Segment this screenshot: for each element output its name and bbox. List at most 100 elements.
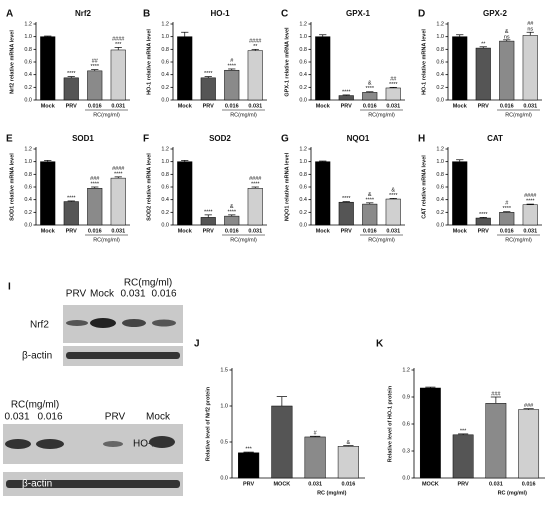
significance-label: ****: [389, 193, 398, 199]
y-tick-label: 0.0: [220, 475, 228, 481]
bar: [271, 405, 293, 479]
y-tick-label: 1.0: [24, 159, 32, 165]
x-tick-label: 0.016: [500, 103, 514, 109]
y-tick-label: 0.6: [436, 59, 444, 65]
y-tick-label: 0.9: [402, 394, 410, 400]
x-tick-label: 0.016: [88, 103, 102, 109]
chart-panel: A Nrf2 Nrf2 relative mRNA level 0.0 0.2 0.4 0.…: [6, 9, 130, 118]
y-tick-label: 1.0: [161, 159, 169, 165]
y-tick-label: 0.8: [436, 47, 444, 53]
y-tick-label: 0.4: [161, 197, 169, 203]
y-tick-label: 1.2: [161, 146, 169, 152]
y-tick-label: 1.0: [161, 34, 169, 40]
significance-label: ****: [342, 89, 351, 95]
y-tick-label: 0.8: [24, 47, 32, 53]
y-axis-label: HO-1 relative mRNA level: [146, 29, 152, 95]
chart-title: GPX-2: [483, 9, 508, 18]
y-tick-label: 0.2: [299, 85, 307, 91]
x-tick-label: Mock: [453, 228, 468, 234]
significance-label: ####: [249, 38, 262, 44]
y-tick-label: 1.2: [24, 21, 32, 27]
x-tick-label: 0.031: [523, 228, 537, 234]
y-axis-label: SOD2 relative mRNA level: [146, 153, 152, 221]
band: [103, 441, 123, 447]
y-tick-label: 0.6: [402, 421, 410, 427]
y-tick-label: 1.0: [299, 34, 307, 40]
y-tick-label: 0.8: [299, 172, 307, 178]
x-tick-label: 0.031: [386, 228, 400, 234]
x-tick-label: 0.016: [225, 103, 239, 109]
bar: [87, 70, 103, 101]
y-tick-label: 0.4: [161, 72, 169, 78]
y-tick-label: 0.0: [161, 222, 169, 228]
significance-label: &: [368, 192, 372, 198]
x-tick-label: 0.031: [248, 103, 262, 109]
chart-panel: K Relative level of HO-1 protein 0.0 0.3 0.6…: [376, 339, 545, 496]
significance-label: ###: [90, 176, 100, 182]
y-tick-label: 0.2: [24, 85, 32, 91]
bar: [238, 452, 260, 479]
bar: [452, 161, 468, 226]
y-tick-label: 0.6: [299, 59, 307, 65]
y-tick-label: 0.0: [161, 97, 169, 103]
y-tick-label: 0.2: [299, 210, 307, 216]
significance-label: ****: [365, 86, 374, 92]
bar: [338, 201, 354, 226]
y-tick-label: 1.2: [402, 367, 410, 373]
panel-letter: D: [418, 9, 425, 20]
significance-label: ****: [502, 206, 511, 212]
bar: [452, 434, 474, 479]
bar: [87, 188, 103, 226]
x-tick-label: 0.016: [522, 481, 536, 487]
y-axis-label: Relative level of Nrf2 protein: [205, 386, 211, 461]
y-tick-label: 0.6: [161, 184, 169, 190]
chart-panel: B HO-1 HO-1 relative mRNA level 0.0 0.2 0.4 0.…: [143, 9, 267, 118]
x-tick-label: 0.016: [88, 228, 102, 234]
x-tick-label: 0.031: [523, 103, 537, 109]
x-tick-label: PRV: [66, 103, 78, 109]
x-tick-label: 0.031: [308, 481, 322, 487]
x-tick-label: PRV: [478, 103, 490, 109]
x-axis-label: RC(mg/ml): [230, 112, 257, 118]
bar: [522, 35, 538, 101]
y-tick-label: 1.0: [436, 159, 444, 165]
significance-label: #: [230, 58, 234, 64]
y-tick-label: 1.5: [220, 367, 228, 373]
band: [36, 439, 64, 449]
lane-label: 0.031: [4, 412, 29, 423]
significance-label: ***: [115, 42, 122, 48]
chart-panel: C GPX-1 GPX-1 relative mRNA level 0.0 0.2 0.4…: [281, 9, 405, 118]
y-tick-label: 0.2: [436, 85, 444, 91]
y-tick-label: 0.6: [24, 59, 32, 65]
x-axis-label: RC(mg/ml): [505, 112, 532, 118]
y-tick-label: 0.6: [436, 184, 444, 190]
chart-panel: D GPX-2 HO-1 relative mRNA level 0.0 0.2 0.4 0…: [418, 9, 542, 118]
bar: [362, 203, 378, 226]
x-axis-label: RC (mg/ml): [498, 490, 528, 496]
chart-panel: F SOD2 SOD2 relative mRNA level 0.0 0.2 0.4 0.…: [143, 134, 267, 243]
y-tick-label: 0.4: [299, 197, 307, 203]
x-tick-label: PRV: [203, 228, 215, 234]
x-tick-label: PRV: [203, 103, 215, 109]
band: [122, 319, 146, 327]
x-tick-label: PRV: [458, 481, 470, 487]
row-label: β-actin: [22, 479, 52, 490]
y-tick-label: 1.2: [299, 146, 307, 152]
panel-letter: F: [143, 134, 149, 145]
y-tick-label: 1.2: [436, 21, 444, 27]
y-tick-label: 0.8: [161, 172, 169, 178]
significance-label: ****: [389, 82, 398, 88]
chart-title: SOD2: [209, 134, 231, 143]
bar: [247, 50, 263, 101]
x-tick-label: 0.016: [363, 103, 377, 109]
x-tick-label: 0.016: [341, 481, 355, 487]
y-tick-label: 0.6: [24, 184, 32, 190]
significance-label: #: [505, 201, 509, 207]
chart-title: NQO1: [347, 134, 370, 143]
y-axis-label: HO-1 relative mRNA level: [421, 29, 427, 95]
x-tick-label: PRV: [243, 481, 255, 487]
bar: [518, 409, 540, 479]
band: [152, 319, 176, 327]
bar: [419, 387, 441, 479]
